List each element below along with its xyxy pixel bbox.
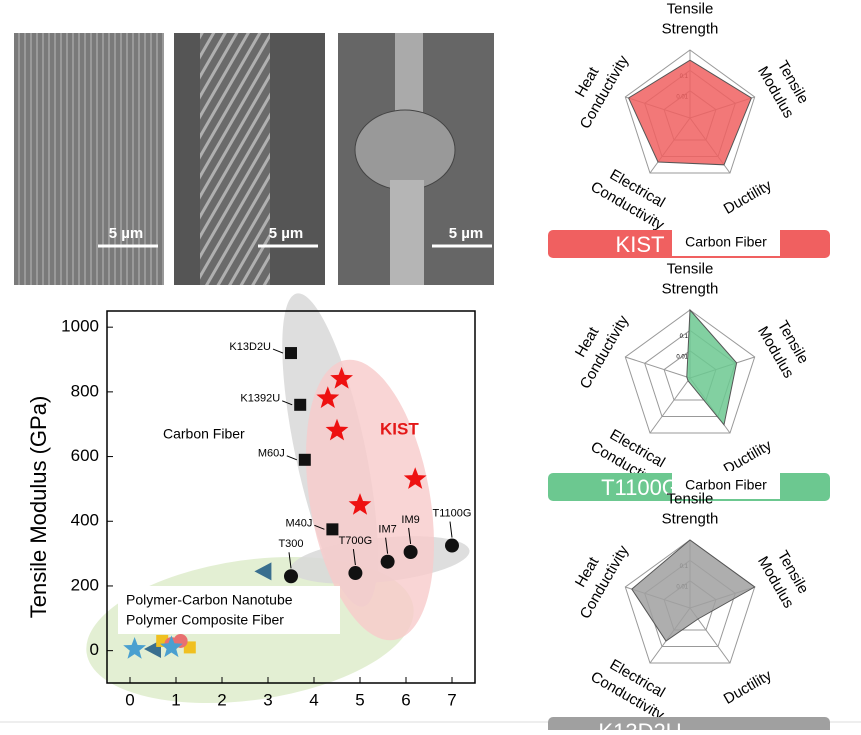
radar-axis-label: Ductility — [721, 177, 775, 218]
point-label: M60J — [258, 448, 285, 460]
x-tick-label: 2 — [217, 690, 226, 709]
y-tick-label: 200 — [71, 575, 99, 594]
point-label: K13D2U — [229, 341, 271, 353]
radar-axis-label: HeatConductivity — [559, 42, 632, 132]
marker-circle — [403, 544, 418, 559]
leader — [272, 348, 284, 354]
radar-tick-label: 0.1 — [680, 334, 689, 340]
banner-label: K13D2U — [598, 719, 681, 730]
point-label: IM7 — [378, 524, 396, 536]
marker-circle — [445, 538, 459, 553]
marker-square — [298, 453, 311, 466]
marker-star — [348, 493, 372, 515]
marker-circle — [348, 566, 363, 581]
banner-label: T1100G — [601, 475, 679, 500]
x-tick-label: 0 — [125, 690, 134, 709]
annotation: KIST — [380, 419, 419, 438]
y-tick-label: 0 — [90, 640, 99, 659]
marker-star — [316, 386, 340, 408]
sem-image — [14, 33, 164, 285]
radar-axis-label: Ductility — [721, 667, 775, 708]
banner-box — [672, 471, 780, 499]
banner-subtitle: Carbon Fiber — [685, 234, 767, 250]
leader — [314, 524, 325, 530]
radar-outer — [624, 49, 756, 174]
leader — [385, 537, 389, 554]
annotation: Polymer-Carbon Nanotube — [126, 592, 293, 608]
scale-label: 5 µm — [269, 225, 304, 242]
leader — [449, 521, 453, 538]
y-tick-label: 800 — [71, 381, 99, 400]
scale-label: 5 µm — [449, 225, 484, 242]
marker-star — [403, 467, 427, 489]
marker-square — [326, 523, 339, 536]
marker-square — [183, 641, 196, 654]
leader — [408, 527, 412, 545]
x-tick-label: 4 — [309, 690, 318, 709]
radar-tick-label: 0.01 — [676, 354, 688, 360]
scale-label: 5 µm — [109, 225, 144, 242]
banner-subtitle: Carbon Fiber — [685, 477, 767, 493]
radar-axis — [625, 356, 691, 379]
marker-triangle — [254, 562, 272, 581]
marker-star — [160, 635, 183, 658]
x-tick-label: 1 — [171, 690, 180, 709]
annotation-box — [118, 586, 340, 634]
marker-star — [325, 418, 349, 441]
knot — [354, 109, 456, 191]
radar-area — [627, 59, 753, 166]
fiber — [390, 180, 424, 285]
radar-area — [631, 539, 756, 642]
x-tick-label: 6 — [401, 690, 410, 709]
radar-axis-label: HeatConductivity — [559, 532, 632, 622]
point-label: M40J — [285, 517, 312, 529]
radar-axis-label: HeatConductivity — [559, 302, 632, 392]
x-tick-label: 3 — [263, 690, 272, 709]
radar-axis — [649, 377, 691, 434]
twisted-fiber — [200, 33, 270, 285]
radar-axis-label: ElectricalConductivity — [588, 651, 678, 724]
marker-star — [330, 366, 353, 389]
leader — [286, 455, 297, 461]
leader — [282, 400, 293, 406]
banner-box — [672, 228, 780, 256]
radar-axis-label: TensileModulus — [754, 53, 814, 121]
radar-axis-label: Tensile Strength — [662, 490, 719, 527]
plot-frame — [106, 310, 476, 684]
radar-axis-label: TensileModulus — [754, 313, 814, 381]
point-label: IM9 — [401, 514, 419, 526]
y-tick-label: 600 — [71, 446, 99, 465]
y-tick-label: 400 — [71, 511, 99, 530]
y-axis-label: Tensile Modulus (GPa) — [26, 396, 51, 619]
banner — [548, 717, 830, 735]
x-tick-label: 5 — [355, 690, 364, 709]
point-label: T300 — [278, 538, 303, 550]
radar-area — [686, 308, 738, 426]
y-tick-label: 1000 — [61, 317, 99, 336]
radar-axis-label: TensileModulus — [754, 543, 814, 611]
marker-circle — [284, 569, 298, 584]
point-label: K1392U — [240, 393, 280, 405]
marker-square — [285, 347, 297, 360]
x-tick-label: 7 — [447, 690, 456, 709]
point-label: T1100G — [433, 507, 472, 519]
radar-axis-label: Tensile Strength — [662, 0, 719, 37]
leader — [288, 552, 292, 569]
annotation: Carbon Fiber — [163, 426, 245, 442]
radar-axis-label: Tensile Strength — [662, 260, 719, 297]
radar-outer — [624, 309, 756, 434]
marker-square — [294, 398, 307, 411]
banner-label: KIST — [616, 232, 665, 257]
radar-axis-label: ElectricalConductivity — [588, 161, 678, 234]
annotation: Polymer Composite Fiber — [126, 612, 284, 628]
marker-circle — [380, 554, 395, 569]
marker-star — [123, 637, 146, 659]
leader — [352, 548, 356, 566]
point-label: T700G — [339, 535, 373, 547]
